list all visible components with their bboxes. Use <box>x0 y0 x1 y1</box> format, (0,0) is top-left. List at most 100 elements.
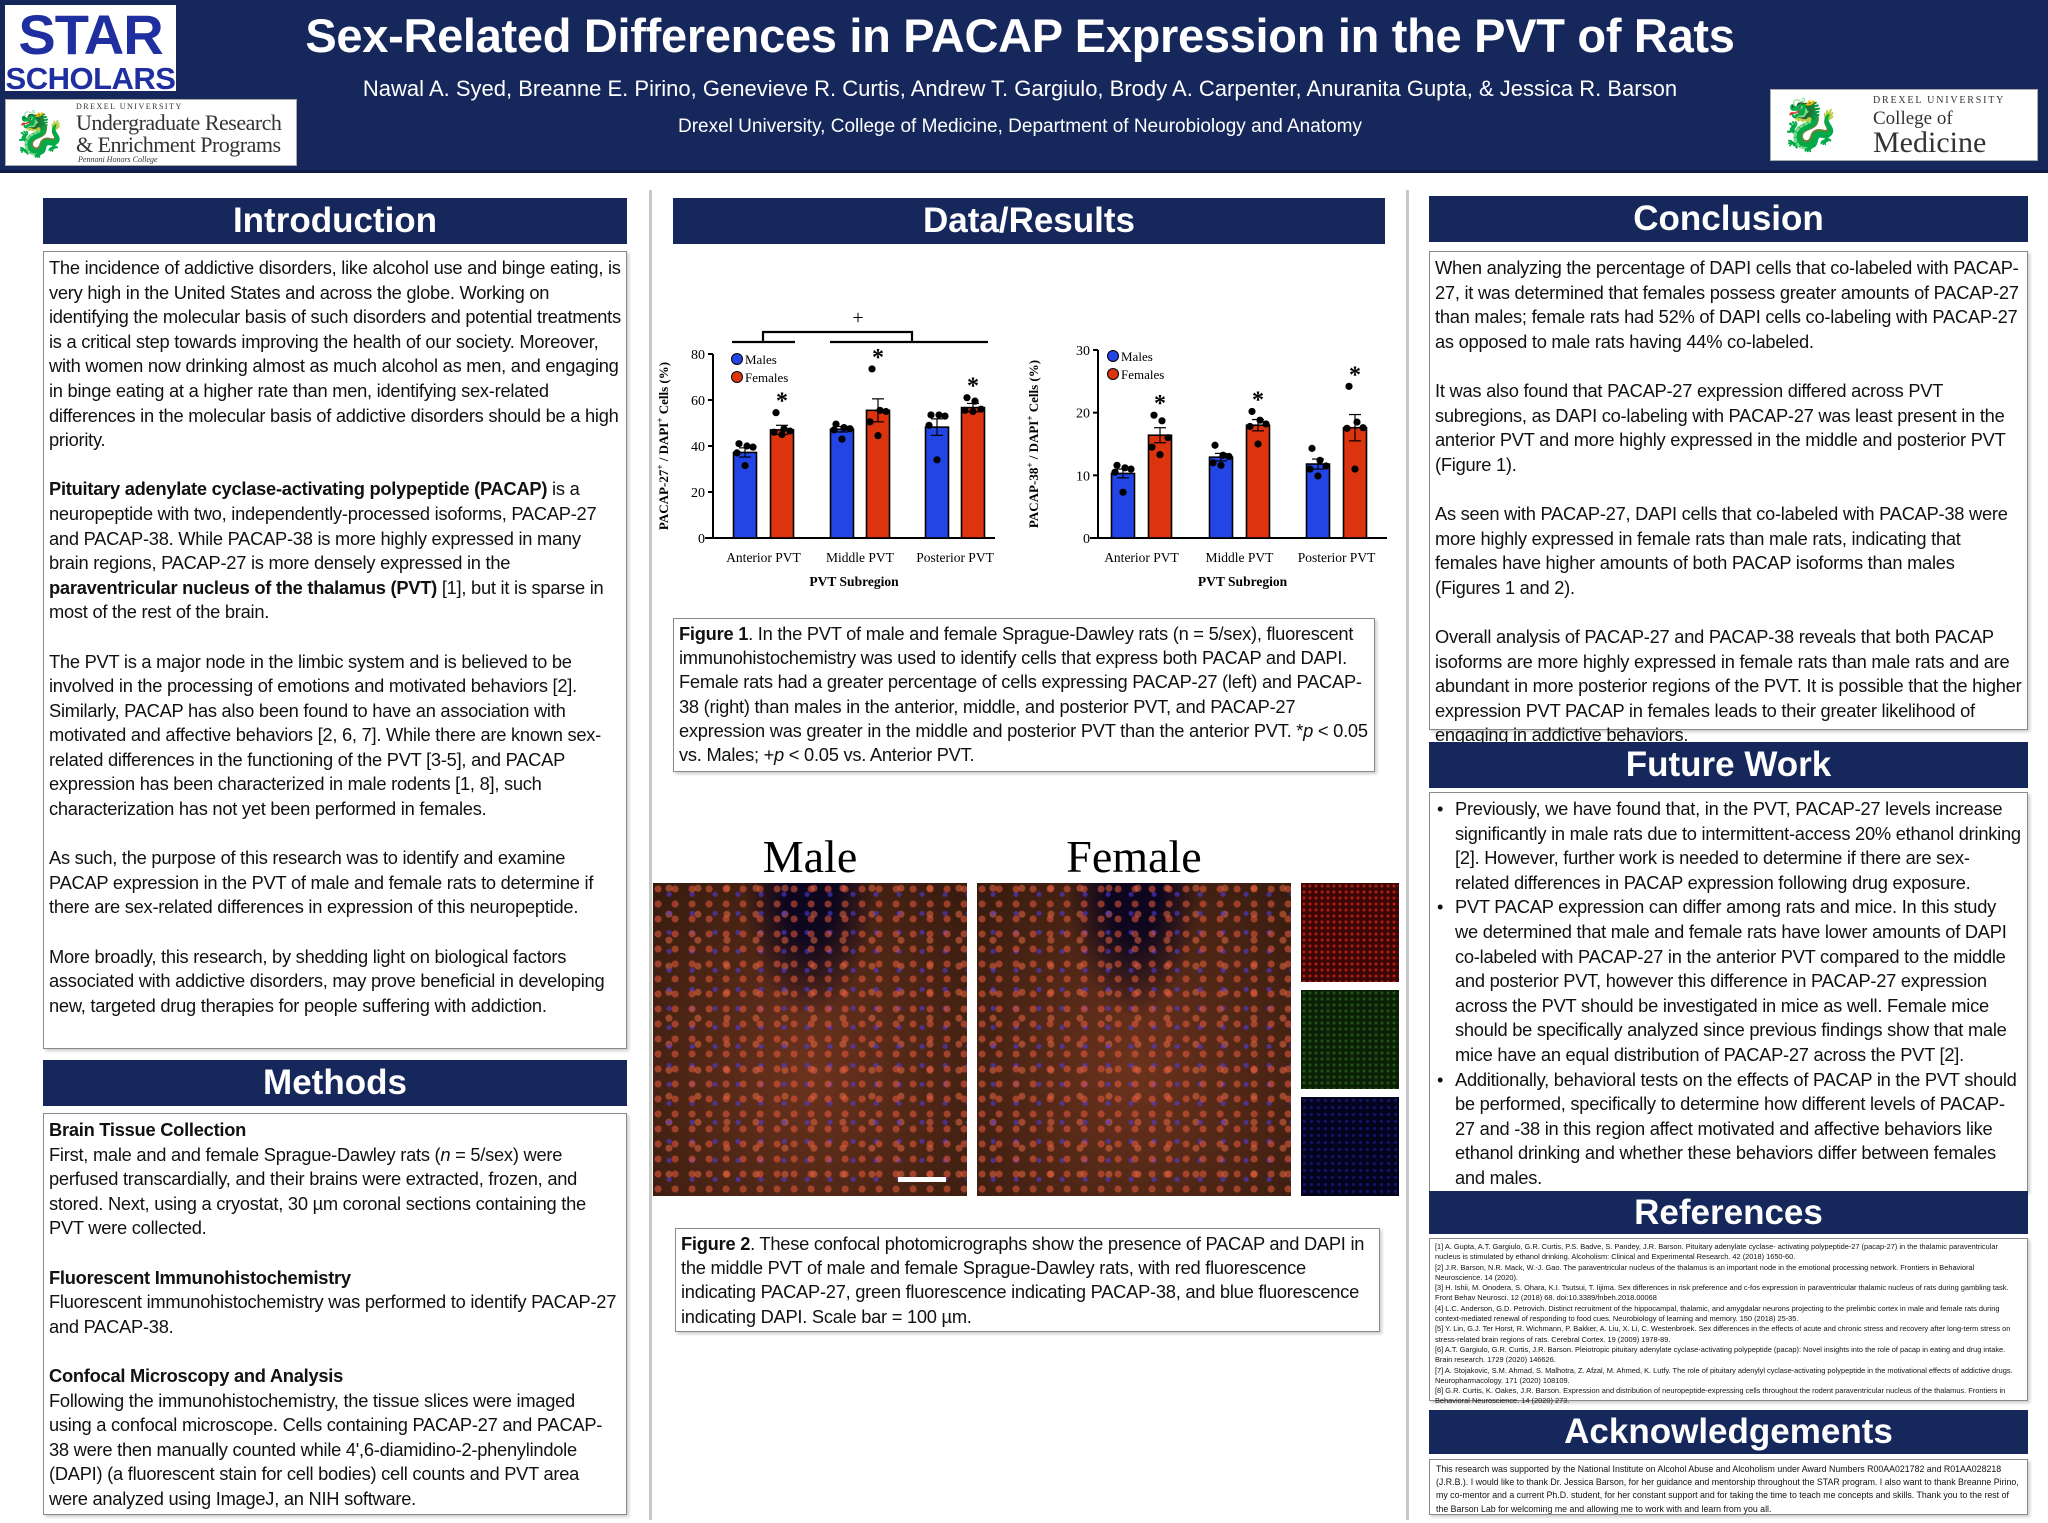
figure-label: Figure 2 <box>681 1233 751 1254</box>
y-tick-label: 0 <box>1083 532 1090 547</box>
data-point <box>1217 461 1225 469</box>
y-axis-label: PACAP-27+ / DAPI+ Cells (%) <box>655 362 671 530</box>
reference-item: [6] A.T. Gargiulo, G.R. Curtis, J.R. Bar… <box>1435 1344 2006 1365</box>
data-point <box>1308 444 1316 452</box>
ure-logo: 🐉 DREXEL UNIVERSITY Undergraduate Resear… <box>5 99 297 166</box>
bar-males <box>1208 456 1234 539</box>
data-point <box>741 461 749 470</box>
figure-label: Figure 1 <box>679 623 749 644</box>
text: = 5/sex) were perfused transcardially, a… <box>49 1143 586 1239</box>
data-point <box>1343 424 1351 432</box>
poster-title: Sex-Related Differences in PACAP Express… <box>305 9 1735 62</box>
data-point <box>1254 440 1262 448</box>
data-point <box>1351 465 1359 473</box>
x-axis-label: PVT Subregion <box>1198 574 1288 589</box>
text: n <box>440 1143 451 1165</box>
legend-marker-females <box>1107 368 1119 380</box>
legend-label: Males <box>1121 349 1153 364</box>
bold-term: paraventricular nucleus of the thalamus … <box>49 576 437 598</box>
results-heading: Data/Results <box>673 198 1385 244</box>
introduction-box: The incidence of addictive disorders, li… <box>43 251 627 1049</box>
reference-item: [4] L.C. Anderson, G.D. Petrovich. Disti… <box>1435 1303 2000 1324</box>
data-point <box>830 426 838 434</box>
conclusion-paragraph: Overall analysis of PACAP-27 and PACAP-3… <box>1435 625 2022 746</box>
data-point <box>772 409 780 417</box>
data-point <box>961 406 969 414</box>
data-point <box>1248 407 1256 416</box>
authors: Nawal A. Syed, Breanne E. Pirino, Genevi… <box>362 76 1678 101</box>
data-point <box>786 427 794 435</box>
logo-text: Undergraduate Research <box>76 110 282 135</box>
data-point <box>1211 441 1219 449</box>
reference-item: [1] A. Gupta, A.T. Gargiulo, G.R. Curtis… <box>1435 1242 1998 1262</box>
data-point <box>1111 468 1119 476</box>
data-point <box>1353 418 1361 426</box>
logo-text: SCHOLARS <box>5 61 176 96</box>
future-work-heading: Future Work <box>1429 742 2028 788</box>
subsection-title: Confocal Microscopy and Analysis <box>49 1364 344 1386</box>
intro-paragraph: Pituitary adenylate cyclase-activating p… <box>49 477 621 625</box>
male-label: Male <box>762 831 858 882</box>
data-point <box>1113 461 1121 469</box>
x-tick-label: Posterior PVT <box>1298 550 1376 565</box>
data-point <box>927 411 935 419</box>
column-divider <box>649 190 652 1520</box>
data-point <box>832 420 840 428</box>
significance-marker: * <box>967 374 979 400</box>
text: is a neuropeptide with two, independentl… <box>49 478 597 574</box>
data-point <box>1359 424 1367 432</box>
logo-text: & Enrichment Programs <box>76 132 281 157</box>
dapi-channel-image <box>1301 1097 1399 1196</box>
acknowledgements-box: This research was supported by the Natio… <box>1429 1459 2028 1515</box>
bar-males <box>924 426 950 539</box>
data-point <box>749 443 757 451</box>
star-scholars-logo: STAR SCHOLARS <box>5 5 176 96</box>
pacap38-chart: 0 10 20 30 PACAP-38+ / DAPI+ Cells (%) * Anter… <box>1025 344 1387 589</box>
reference-item: [3] H. Ishii, M. Onodera, S. Ohara, K.I.… <box>1435 1283 2009 1303</box>
conclusion-paragraph: It was also found that PACAP-27 expressi… <box>1435 379 2006 475</box>
introduction-heading: Introduction <box>43 198 627 244</box>
y-tick-label: 0 <box>698 532 705 547</box>
figure2-caption: Figure 2. These confocal photomicrograph… <box>675 1228 1380 1332</box>
significance-marker: * <box>1349 362 1361 388</box>
significance-marker: * <box>1154 391 1166 417</box>
data-point <box>1316 456 1324 464</box>
bar-females <box>960 406 986 539</box>
conclusion-heading: Conclusion <box>1429 196 2028 242</box>
data-point <box>846 425 854 433</box>
logo-text: DREXEL UNIVERSITY <box>76 102 183 111</box>
text: [1], but it is sparse in most of the res… <box>49 576 604 623</box>
dragon-icon: 🐉 <box>1779 97 1842 153</box>
bar-females <box>769 429 795 539</box>
scale-bar <box>898 1177 946 1182</box>
pacap38-channel-image <box>1301 990 1399 1089</box>
figure1-caption: Figure 1. In the PVT of male and female … <box>673 618 1375 772</box>
legend-marker-females <box>731 371 743 383</box>
x-tick-label: Middle PVT <box>826 550 895 565</box>
data-point <box>1306 465 1314 473</box>
methods-section: Brain Tissue Collection First, male and a… <box>49 1118 621 1241</box>
data-point <box>1127 465 1135 473</box>
bar-males <box>829 428 855 539</box>
y-tick-label: 40 <box>691 440 705 455</box>
data-point <box>780 425 788 433</box>
data-point <box>977 405 985 413</box>
data-point <box>1158 417 1166 425</box>
text: First, male and and female Sprague-Dawle… <box>49 1143 441 1165</box>
data-point <box>1256 416 1264 424</box>
y-axis-label: PACAP-38+ / DAPI+ Cells (%) <box>1025 360 1041 528</box>
data-point <box>969 407 977 416</box>
x-tick-label: Anterior PVT <box>726 550 801 565</box>
x-tick-label: Anterior PVT <box>1104 550 1179 565</box>
x-tick-label: Middle PVT <box>1206 550 1275 565</box>
acknowledgements-heading: Acknowledgements <box>1429 1410 2028 1454</box>
data-point <box>770 428 778 436</box>
data-point <box>935 411 943 419</box>
reference-item: [2] J.R. Barson, N.R. Mack, W.-J. Gao. T… <box>1435 1262 1975 1282</box>
data-point <box>925 421 933 429</box>
list-item: PVT PACAP expression can differ among ra… <box>1435 895 2022 1067</box>
affiliation: Drexel University, College of Medicine, … <box>678 116 1362 137</box>
data-point <box>1121 464 1129 472</box>
data-point <box>941 412 949 420</box>
logo-text: College of <box>1873 108 1953 129</box>
